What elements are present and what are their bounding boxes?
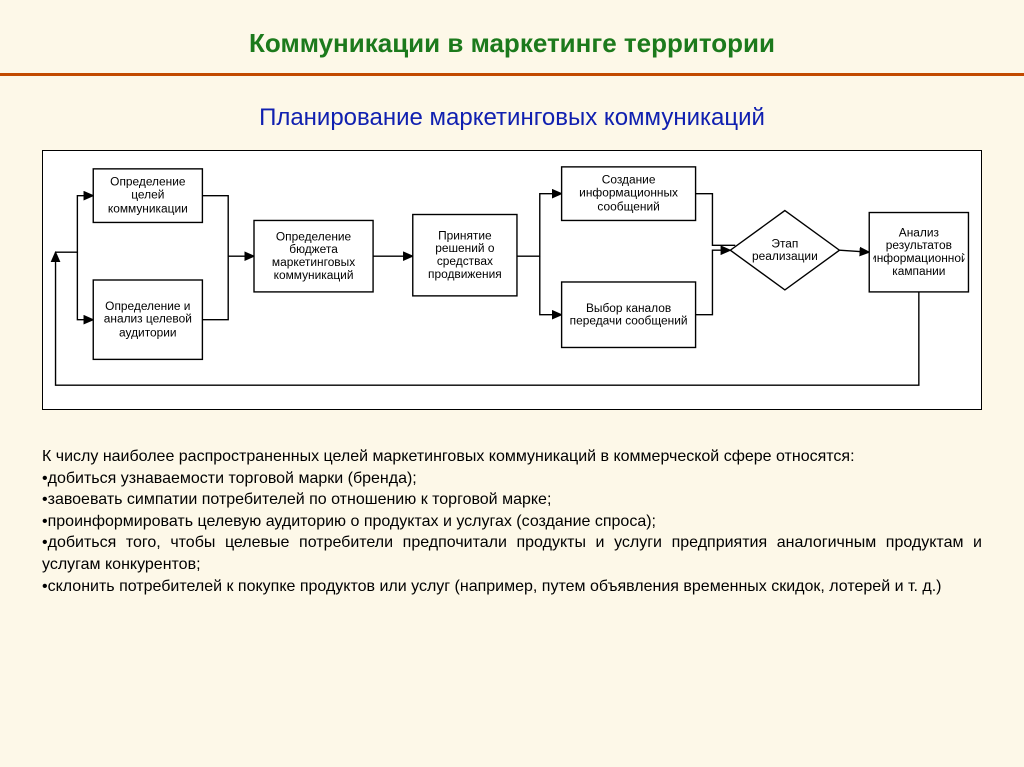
- bullet-line: •склонить потребителей к покупке продукт…: [42, 576, 982, 598]
- flow-node-label: Определение целей коммуникации: [97, 171, 198, 221]
- flow-node-n6: Выбор каналов передачи сообщений: [562, 282, 696, 347]
- flow-node-label: Анализ результатов информационной кампан…: [873, 215, 964, 290]
- flow-node-label: Принятие решений о средствах продвижения: [417, 216, 513, 293]
- bullet-line: •проинформировать целевую аудиторию о пр…: [42, 511, 982, 533]
- flow-node-label: Выбор каналов передачи сообщений: [566, 284, 692, 346]
- intro-line: К числу наиболее распространенных целей …: [42, 446, 982, 468]
- bullet-line: •завоевать симпатии потребителей по отно…: [42, 489, 982, 511]
- flow-edge: [517, 194, 562, 257]
- flow-node-n1: Определение целей коммуникации: [93, 169, 202, 223]
- flow-edge: [202, 256, 228, 320]
- flow-node-n7: Этап реализации: [730, 211, 839, 290]
- flow-edge: [839, 250, 869, 252]
- flow-node-n8: Анализ результатов информационной кампан…: [869, 213, 968, 292]
- flow-node-label: Определение и анализ целевой аудитории: [97, 282, 198, 357]
- flow-node-n2: Определение и анализ целевой аудитории: [93, 280, 202, 359]
- page-subtitle: Планирование маркетинговых коммуникаций: [0, 104, 1024, 132]
- flow-edge: [540, 256, 562, 315]
- flow-node-label: Определение бюджета маркетинговых коммун…: [258, 222, 369, 289]
- flow-edge: [77, 252, 93, 319]
- flow-edge: [696, 194, 736, 246]
- flow-node-n3: Определение бюджета маркетинговых коммун…: [254, 220, 373, 291]
- bullet-line: •добиться того, чтобы целевые потребител…: [42, 532, 982, 575]
- flowchart-panel: Определение целей коммуникации Определени…: [42, 150, 982, 410]
- page-title: Коммуникации в маркетинге территории: [0, 0, 1024, 73]
- flow-edge: [202, 196, 254, 257]
- flowchart-svg: Определение целей коммуникации Определени…: [43, 151, 981, 409]
- flow-node-n5: Создание информационных сообщений: [562, 167, 696, 221]
- flow-edge: [696, 250, 731, 315]
- horizontal-rule: [0, 73, 1024, 76]
- body-text: К числу наиболее распространенных целей …: [42, 446, 982, 597]
- flow-node-label: Создание информационных сообщений: [566, 169, 692, 219]
- bullet-line: •добиться узнаваемости торговой марки (б…: [42, 468, 982, 490]
- flow-node-label: Этап реализации: [744, 213, 825, 288]
- flow-edge: [56, 196, 94, 253]
- flow-node-n4: Принятие решений о средствах продвижения: [413, 215, 517, 296]
